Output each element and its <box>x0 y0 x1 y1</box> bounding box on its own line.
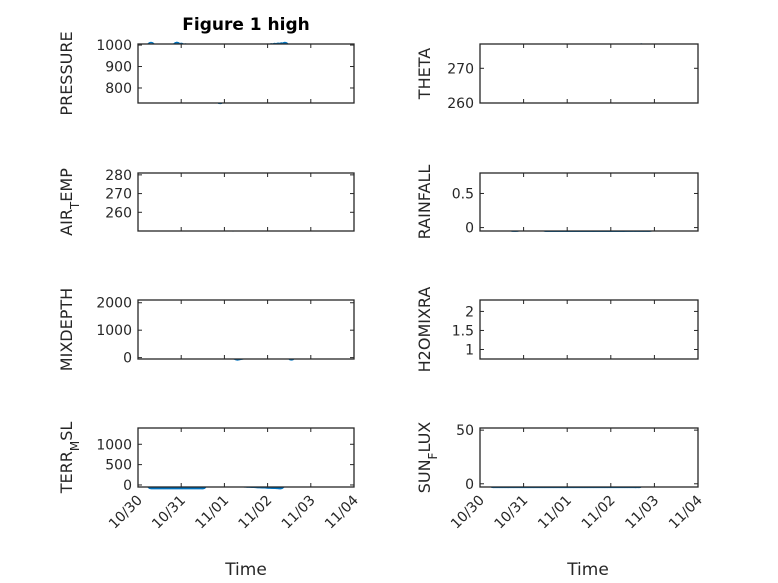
x-axis-label-right: Time <box>566 560 609 580</box>
y-tick-label: 1000 <box>96 323 132 339</box>
x-tick-label: 10/31 <box>149 493 189 533</box>
y-tick-label: 260 <box>105 205 132 221</box>
y-tick-label: 1000 <box>96 38 132 54</box>
subplot-h2omixra: 1 1.5 2 H2OMIXRA <box>415 287 699 373</box>
x-tick-label: 10/30 <box>448 493 488 533</box>
y-tick-label: 270 <box>447 61 474 77</box>
x-tick-label: 11/04 <box>322 492 362 532</box>
x-tick-label: 11/03 <box>622 493 662 533</box>
subplot-pressure: 800 900 1000 PRESSURE <box>57 31 355 116</box>
y-tick-label: 0 <box>465 221 474 237</box>
subplot-rainfall: 0 0.5 RAINFALL <box>415 165 699 240</box>
x-tick-label: 11/04 <box>666 492 706 532</box>
y-tick-label: 800 <box>105 81 132 97</box>
y-tick-label: 1000 <box>96 437 132 453</box>
axes-frame <box>479 172 699 232</box>
y-tick-label: 0.5 <box>452 186 474 202</box>
y-tick-label: 270 <box>105 187 132 203</box>
y-axis-label: H2OMIXRA <box>415 287 434 373</box>
y-axis-label: SUNFLUX <box>415 422 440 494</box>
y-tick-label: 1.5 <box>452 323 474 339</box>
y-tick-label: 50 <box>456 423 474 439</box>
axes-frame <box>137 172 355 232</box>
subplot-theta: 260 270 THETA <box>415 43 699 112</box>
y-axis-label: PRESSURE <box>57 31 76 115</box>
y-tick-label: 1 <box>465 342 474 358</box>
y-tick-label: 900 <box>105 60 132 76</box>
figure-title: Figure 1 high <box>182 15 310 35</box>
axes-frame <box>137 299 355 360</box>
subplot-terr-msl: 0 500 1000 10/30 10/31 11/01 11/02 11/03 11/04 TE… <box>57 422 362 533</box>
axes-frame <box>479 43 699 104</box>
y-tick-label: 0 <box>465 477 474 493</box>
y-axis-label: THETA <box>415 48 434 100</box>
y-tick-label: 500 <box>105 458 132 474</box>
axes-frame <box>479 427 699 488</box>
subplot-sun-flux: 0 50 10/30 10/31 11/01 11/02 11/03 11/04 SUNFLUX <box>415 422 706 533</box>
y-tick-label: 0 <box>123 351 132 367</box>
x-tick-label: 10/31 <box>492 493 532 533</box>
y-tick-label: 2000 <box>96 296 132 312</box>
y-tick-label: 0 <box>123 478 132 494</box>
y-axis-label: AIRTEMP <box>57 168 82 236</box>
x-tick-label: 11/02 <box>579 493 619 533</box>
x-tick-label: 11/01 <box>535 493 575 533</box>
subplot-mixdepth: 0 1000 2000 MIXDEPTH <box>57 288 355 371</box>
x-tick-label: 11/01 <box>192 493 232 533</box>
x-axis-label-left: Time <box>224 560 267 580</box>
axes-frame <box>137 43 355 104</box>
y-tick-label: 260 <box>447 96 474 112</box>
y-tick-label: 2 <box>465 304 474 320</box>
axes-frame <box>479 299 699 360</box>
subplot-air-temp: 260 270 280 AIRTEMP <box>57 168 355 236</box>
y-tick-label: 280 <box>105 168 132 184</box>
y-axis-label: RAINFALL <box>415 165 434 240</box>
x-tick-label: 10/30 <box>106 493 146 533</box>
axes-frame <box>137 427 355 488</box>
x-tick-label: 11/03 <box>279 493 319 533</box>
x-tick-label: 11/02 <box>236 493 276 533</box>
y-axis-label: TERRMSL <box>57 422 82 495</box>
y-axis-label: MIXDEPTH <box>57 288 76 371</box>
